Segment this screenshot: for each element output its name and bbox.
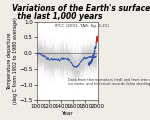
Text: IPCC (2001, TAR, fig. 2.21): IPCC (2001, TAR, fig. 2.21) [55, 24, 109, 28]
Text: the last 1,000 years: the last 1,000 years [12, 12, 102, 21]
X-axis label: Year: Year [61, 111, 73, 116]
Y-axis label: Temperature departure
(deg C from 1902 to 1980 average): Temperature departure (deg C from 1902 t… [7, 18, 18, 104]
Text: Data from thermometers (red) and from tree rings, corals,
ice cores, and histori: Data from thermometers (red) and from tr… [68, 78, 150, 86]
Text: Variations of the Earth's surface temperature for:: Variations of the Earth's surface temper… [12, 4, 150, 13]
